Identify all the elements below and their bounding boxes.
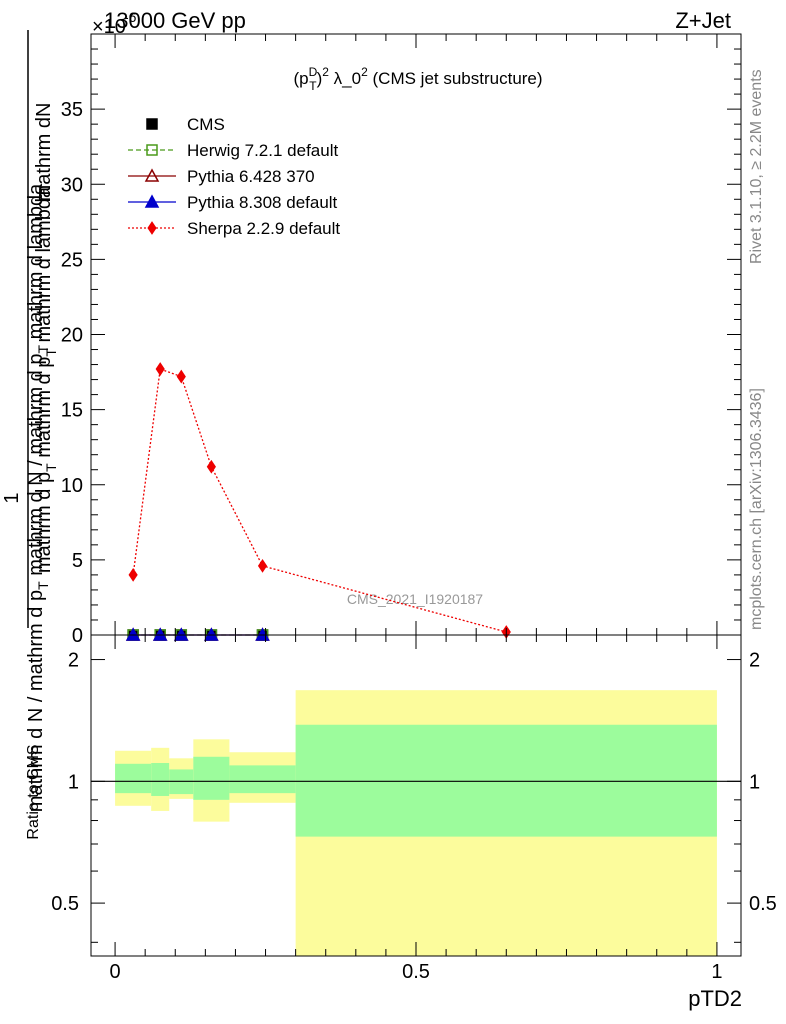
legend-label-pythia-8-308-default: Pythia 8.308 default xyxy=(187,193,338,212)
ratio-ytick-label-right: 0.5 xyxy=(749,893,777,915)
legend-marker-cms xyxy=(146,118,158,130)
main-ylabel: 1 mathrm dN mathrm d pT mathrm d pT math… xyxy=(1,30,59,812)
ratio-band-inner-5 xyxy=(295,724,717,837)
legend-label-sherpa-2-2-9-default: Sherpa 2.2.9 default xyxy=(187,219,340,238)
ratio-band-inner-3 xyxy=(193,756,230,800)
legend-label-pythia-6-428-370: Pythia 6.428 370 xyxy=(187,167,315,186)
series-line-sherpa-2-2-9-default xyxy=(132,368,507,633)
ylabel-numerator-one: 1 xyxy=(1,492,23,503)
ratio-bands xyxy=(91,690,741,956)
rivet-label: Rivet 3.1.10, ≥ 2.2M events xyxy=(748,69,765,264)
main-ytick-label: 5 xyxy=(72,550,83,572)
data-point-sherpa-2-2-9-default xyxy=(257,558,268,573)
header-process: Z+Jet xyxy=(675,8,731,33)
ratio-ylabel: Ratio to CMS xyxy=(25,744,42,839)
ratio-band-inner-1 xyxy=(151,762,170,796)
exponent-value: -6 xyxy=(124,9,137,25)
ylabel-denominator-top: mathrm d pT mathrm d pT mathrm d lambda xyxy=(33,186,59,573)
data-point-sherpa-2-2-9-default xyxy=(206,459,216,474)
main-ytick-label: 30 xyxy=(61,174,83,196)
data-point-sherpa-2-2-9-default xyxy=(128,567,138,582)
legend: CMS Herwig 7.2.1 default Pythia 6.428 370 P… xyxy=(128,115,340,238)
ratio-ytick-label-left: 1 xyxy=(68,771,79,793)
data-point-sherpa-2-2-9-default xyxy=(176,369,186,384)
ratio-ytick-label-left: 2 xyxy=(68,650,79,672)
x-tick-label: 0.5 xyxy=(402,961,430,983)
legend-marker-sherpa-2-2-9-default xyxy=(147,221,157,235)
ylabel-numerator: mathrm dN xyxy=(33,103,55,202)
main-ytick-label: 0 xyxy=(72,625,83,647)
exponent-prefix: ×10 xyxy=(92,16,126,38)
plot-title: (pD T)2 λ_02 (CMS jet substructure) xyxy=(293,65,542,93)
x-axis-label: pTD2 xyxy=(688,986,742,1011)
ratio-band-inner-4 xyxy=(229,765,296,794)
header-energy: 13000 GeV pp xyxy=(104,8,246,33)
main-ytick-label: 15 xyxy=(61,400,83,422)
main-ytick-label: 10 xyxy=(61,475,83,497)
legend-marker-pythia-6-428-370 xyxy=(144,168,160,182)
main-ytick-label: 25 xyxy=(61,249,83,271)
legend-marker-herwig-7-2-1-default xyxy=(146,144,158,156)
main-ytick-label: 35 xyxy=(61,99,83,121)
x-tick-label: 0 xyxy=(110,961,121,983)
legend-label-herwig-7-2-1-default: Herwig 7.2.1 default xyxy=(187,141,338,160)
data-point-sherpa-2-2-9-default xyxy=(155,362,165,376)
watermark: CMS_2021_I1920187 xyxy=(347,591,483,607)
ratio-ytick-label-right: 1 xyxy=(749,771,760,793)
ylabel-denominator-bottom: mathrm d N / mathrm d pT mathrm d N / ma… xyxy=(25,183,51,812)
x-tick-label: 1 xyxy=(711,961,722,983)
ratio-ytick-label-left: 0.5 xyxy=(51,893,79,915)
axes: 0 5 10 15 20 25 30 35 0 0.5 1 0.5 0.5 1 1 2 2 xyxy=(51,33,777,983)
legend-label-cms: CMS xyxy=(187,115,225,134)
legend-marker-pythia-8-308-default xyxy=(144,194,160,208)
ratio-band-inner-0 xyxy=(115,763,152,794)
ratio-ytick-label-right: 2 xyxy=(749,650,760,672)
main-ytick-label: 20 xyxy=(61,325,83,347)
mcplots-label: mcplots.cern.ch [arXiv:1306.3436] xyxy=(748,388,765,630)
